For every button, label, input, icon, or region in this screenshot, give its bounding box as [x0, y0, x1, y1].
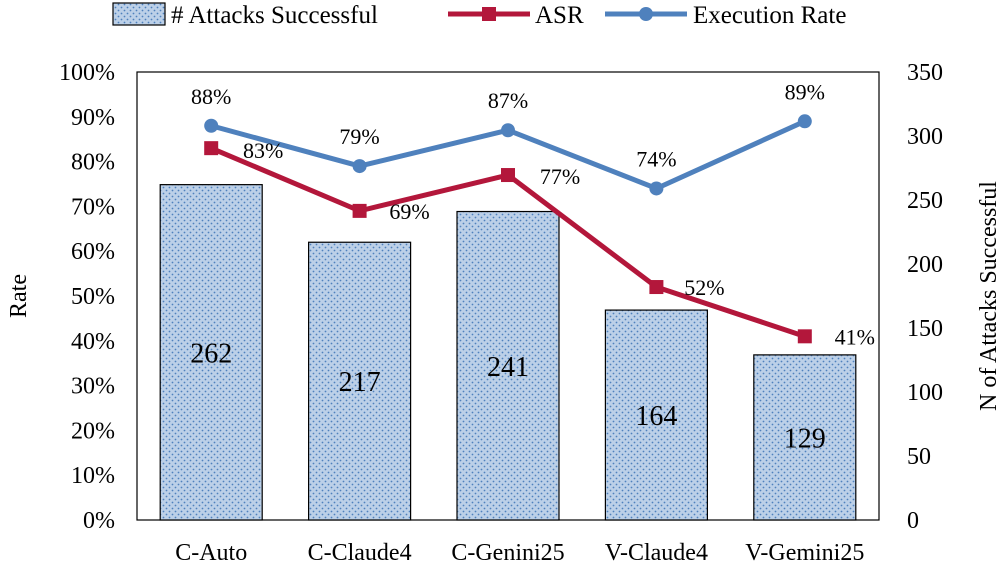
- category-label: C-Claude4: [308, 540, 412, 566]
- labels-layer: 262 217 241 164 129 83% 69% 77% 52% 41% 88% 79% 87% 7…: [190, 79, 875, 454]
- left-tick-label: 10%: [71, 463, 115, 489]
- left-tick-label: 40%: [71, 329, 115, 355]
- marker-execution-rate: [797, 114, 812, 129]
- point-label-execution-rate: 89%: [785, 79, 825, 104]
- point-label-execution-rate: 74%: [636, 146, 676, 171]
- point-label-asr: 52%: [684, 275, 724, 300]
- left-tick-label: 70%: [71, 194, 115, 220]
- point-label-execution-rate: 79%: [339, 124, 379, 149]
- legend-marker-asr: [482, 7, 496, 21]
- right-tick-label: 300: [907, 124, 943, 150]
- legend-label-attacks: # Attacks Successful: [171, 2, 378, 29]
- bar-value-label: 217: [339, 367, 381, 398]
- bar-c-auto: [159, 184, 263, 521]
- bar-c-claude4: [308, 241, 412, 521]
- left-tick-label: 80%: [71, 150, 115, 176]
- marker-asr: [797, 329, 812, 344]
- bar-value-label: 262: [190, 338, 232, 369]
- left-tick-label: 50%: [71, 284, 115, 310]
- marker-execution-rate: [352, 159, 367, 174]
- right-axis-title: N of Attacks Successful: [976, 181, 997, 411]
- point-label-asr: 41%: [835, 324, 875, 349]
- right-tick-label: 250: [907, 188, 943, 214]
- left-tick-label: 20%: [71, 418, 115, 444]
- marker-execution-rate: [501, 123, 515, 138]
- legend-marker-execution: [639, 7, 653, 21]
- point-label-asr: 69%: [389, 199, 429, 224]
- bars-layer: [159, 184, 857, 521]
- point-label-execution-rate: 87%: [488, 88, 528, 113]
- right-tick-label: 0: [907, 508, 919, 534]
- lines-layer: [204, 114, 812, 344]
- left-tick-label: 0%: [83, 508, 115, 534]
- legend-swatch-attacks: [112, 2, 166, 26]
- marker-asr: [352, 203, 367, 218]
- right-tick-label: 200: [907, 252, 943, 278]
- bar-value-label: 241: [487, 352, 529, 383]
- legend: # Attacks Successful ASR Execution Rate: [112, 2, 846, 29]
- left-tick-label: 100%: [59, 60, 115, 86]
- category-label: V-Gemini25: [745, 540, 864, 566]
- point-label-asr: 77%: [540, 164, 580, 189]
- right-tick-label: 50: [907, 444, 931, 470]
- right-tick-label: 150: [907, 316, 943, 342]
- left-tick-label: 90%: [71, 105, 115, 131]
- left-tick-label: 60%: [71, 239, 115, 265]
- right-tick-label: 350: [907, 60, 943, 86]
- category-label: C-Auto: [175, 540, 247, 566]
- marker-asr: [501, 168, 515, 183]
- bar-c-genini25: [456, 210, 560, 521]
- bar-value-label: 129: [784, 423, 826, 454]
- left-tick-label: 30%: [71, 374, 115, 400]
- axes-layer: 0% 10% 20% 30% 40% 50% 60% 70% 80% 90% 100% 0 50 100 1…: [59, 60, 943, 566]
- point-label-asr: 83%: [243, 138, 283, 163]
- category-label: V-Claude4: [605, 540, 708, 566]
- right-tick-label: 100: [907, 380, 943, 406]
- legend-label-asr: ASR: [535, 2, 584, 29]
- marker-execution-rate: [649, 181, 664, 196]
- marker-asr: [204, 141, 219, 156]
- left-axis-title: Rate: [6, 274, 32, 318]
- bar-v-claude4: [604, 309, 709, 521]
- marker-execution-rate: [204, 118, 219, 133]
- bar-value-label: 164: [635, 401, 677, 432]
- marker-asr: [649, 280, 664, 295]
- point-label-execution-rate: 88%: [191, 84, 231, 109]
- legend-label-execution: Execution Rate: [693, 2, 846, 29]
- bar-v-gemini25: [753, 354, 857, 521]
- category-label: C-Genini25: [451, 540, 564, 566]
